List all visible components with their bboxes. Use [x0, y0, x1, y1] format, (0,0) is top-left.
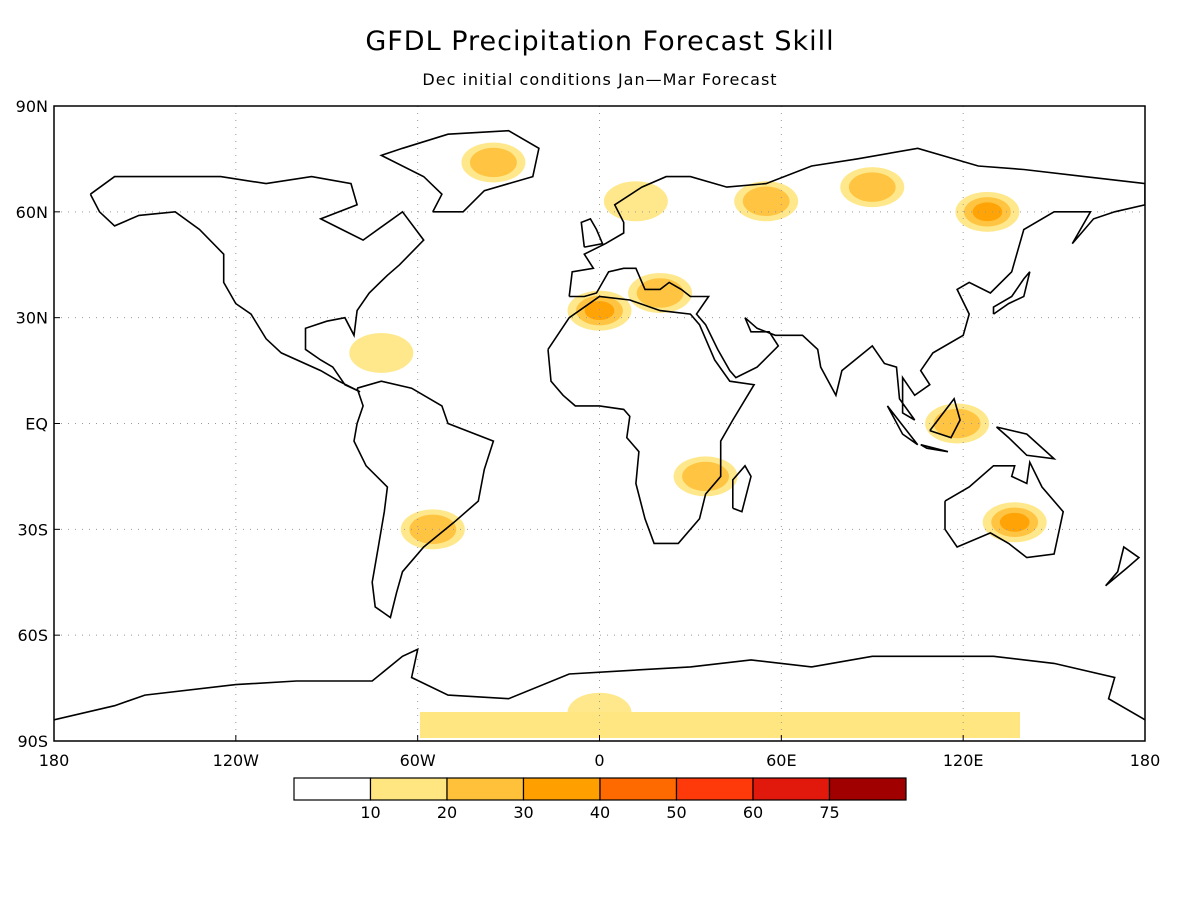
- lat-tick-label: 60S: [17, 626, 48, 645]
- coastline: [580, 217, 604, 248]
- colorbar-swatch: [293, 777, 372, 801]
- chart-subtitle: Dec initial conditions Jan—Mar Forecast: [422, 70, 778, 89]
- lon-tick-label: 180: [1130, 751, 1161, 770]
- colorbar-label: 20: [437, 803, 457, 822]
- colorbar-label: 75: [819, 803, 839, 822]
- skill-region: [349, 332, 414, 373]
- skill-region: [734, 181, 799, 222]
- coastline: [54, 647, 1145, 721]
- coastline: [920, 443, 949, 453]
- chart-title: GFDL Precipitation Forecast Skill: [365, 26, 835, 57]
- lat-tick-label: 30S: [17, 520, 48, 539]
- lat-tick-label: 90N: [16, 97, 48, 116]
- lon-tick-label: 60E: [766, 751, 796, 770]
- lon-tick-label: 60W: [400, 751, 436, 770]
- coastlines: [54, 129, 1145, 721]
- skill-region: [673, 456, 738, 497]
- skill-region: [420, 712, 1020, 738]
- colorbar-swatch: [752, 777, 831, 801]
- coastline: [944, 459, 1065, 559]
- skill-region: [840, 167, 905, 208]
- colorbar-swatch: [828, 777, 907, 801]
- coastline: [995, 426, 1057, 460]
- lon-tick-label: 180: [39, 751, 70, 770]
- lat-tick-label: 30N: [16, 309, 48, 328]
- colorbar-label: 10: [360, 803, 380, 822]
- skill-region: [603, 181, 668, 222]
- skill-region: [628, 272, 693, 313]
- coastline: [89, 175, 425, 393]
- lon-tick-label: 120W: [213, 751, 260, 770]
- lat-tick-label: 60N: [16, 203, 48, 222]
- coastline: [379, 129, 540, 213]
- coastline: [732, 464, 752, 513]
- lat-tick-label: 90S: [17, 732, 48, 751]
- coastline: [929, 397, 961, 439]
- colorbar-swatch: [446, 777, 525, 801]
- gridlines: [54, 106, 1145, 741]
- colorbar-label: 30: [513, 803, 533, 822]
- colorbar-label: 40: [590, 803, 610, 822]
- lat-tick-label: EQ: [25, 415, 48, 434]
- coastline: [1104, 545, 1141, 587]
- lon-tick-label: 0: [594, 751, 604, 770]
- colorbar-label: 50: [666, 803, 686, 822]
- skill-region: [567, 290, 632, 331]
- skill-field: [349, 142, 1047, 738]
- coastline: [547, 295, 756, 545]
- skill-region: [955, 191, 1020, 232]
- colorbar-label: 60: [743, 803, 763, 822]
- coastline: [886, 405, 919, 446]
- lon-tick-label: 120E: [943, 751, 984, 770]
- coastline: [353, 380, 495, 619]
- colorbar-swatch: [522, 777, 601, 801]
- coastline: [568, 147, 1145, 421]
- coastline: [992, 271, 1031, 315]
- colorbar: 10 20 30 40 50 60 75: [293, 777, 907, 822]
- skill-region: [982, 502, 1047, 543]
- colorbar-swatch: [675, 777, 754, 801]
- skill-region: [461, 142, 526, 183]
- colorbar-swatch: [599, 777, 678, 801]
- colorbar-swatch: [369, 777, 448, 801]
